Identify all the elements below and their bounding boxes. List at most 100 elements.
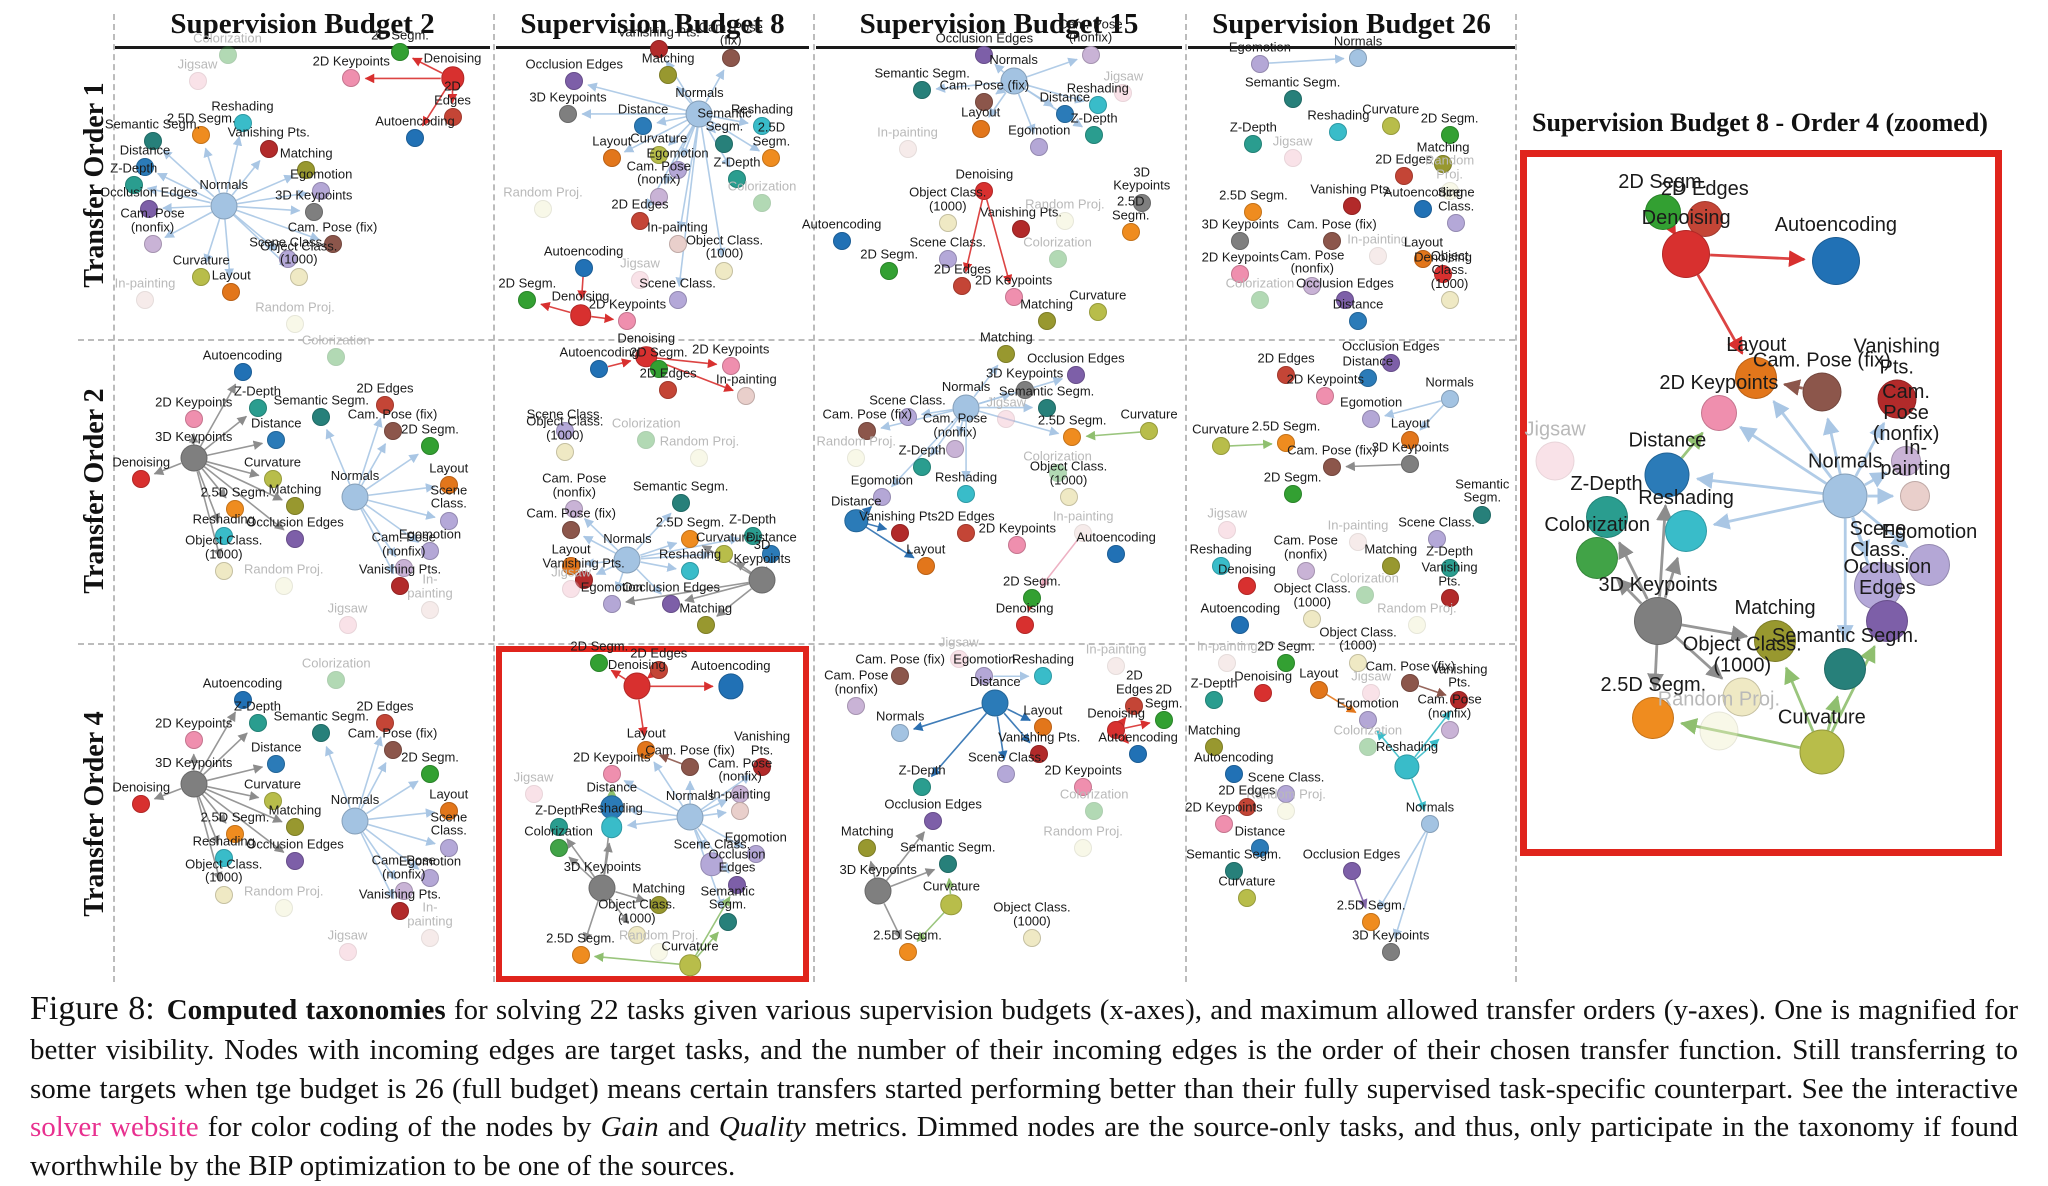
- task-label: Layout: [1726, 334, 1787, 357]
- task-node: [439, 511, 458, 530]
- task-label: Egomotion: [850, 472, 913, 488]
- task-label: Occlusion Edges: [1341, 338, 1440, 354]
- task-node: [1277, 784, 1296, 803]
- task-node: [1358, 710, 1377, 729]
- task-label: 2D Keypoints: [312, 53, 390, 69]
- task-label: Semantic Segm.: [104, 115, 201, 131]
- task-node: [1427, 529, 1446, 548]
- solver-website-link[interactable]: solver website: [30, 1111, 199, 1144]
- task-node: [394, 559, 413, 578]
- task-label: Scene Class.: [249, 234, 326, 250]
- task-label: Cam. Pose (nonfix): [1417, 691, 1482, 721]
- task-node: [1074, 778, 1093, 797]
- task-node: [136, 158, 154, 177]
- task-node: [338, 942, 357, 961]
- task-node: [439, 801, 458, 820]
- task-node: [634, 116, 653, 135]
- task-node: [341, 807, 369, 835]
- task-label: 2.5D Segm.: [655, 514, 725, 530]
- task-label: Random Proj.: [255, 299, 335, 315]
- task-label: Cam. Pose (fix): [1287, 442, 1377, 458]
- task-node: [952, 394, 980, 422]
- column-header-budget-26: Supervision Budget 26: [1188, 8, 1515, 49]
- task-node: [214, 885, 233, 904]
- task-node: [406, 128, 424, 147]
- task-label: Random Proj.: [244, 561, 324, 577]
- task-label: Reshading: [658, 546, 722, 562]
- task-node: [439, 838, 458, 857]
- task-node: [192, 125, 211, 144]
- task-node: [1081, 45, 1100, 64]
- task-label: 3D Keypoints: [1598, 573, 1718, 596]
- task-label: Autoencoding: [1774, 213, 1898, 236]
- task-label: Random Proj.: [1657, 688, 1781, 711]
- column-header-budget-15: Supervision Budget 15: [816, 8, 1182, 49]
- task-node: [562, 520, 581, 539]
- task-node: [981, 689, 1009, 717]
- task-node: [1335, 291, 1354, 310]
- task-node: [590, 359, 609, 378]
- task-node: [443, 107, 462, 126]
- task-node: [1473, 505, 1492, 524]
- task-node: [1140, 422, 1159, 441]
- task-node: [1055, 211, 1074, 230]
- task-node: [1283, 484, 1302, 503]
- task-label: 2D Keypoints: [155, 394, 233, 410]
- task-node: [685, 100, 713, 128]
- task-node: [184, 410, 203, 429]
- task-node: [1368, 247, 1387, 266]
- task-label: Object Class. (1000): [685, 232, 764, 262]
- task-node: [662, 595, 681, 614]
- task-node: [1434, 264, 1453, 283]
- task-node: [1037, 312, 1056, 331]
- task-label: Vanishing Pts.: [1310, 181, 1393, 197]
- task-label: Jigsaw: [327, 927, 368, 943]
- task-label: Matching: [679, 600, 733, 616]
- task-node: [1420, 815, 1439, 834]
- task-node: [1322, 458, 1341, 477]
- task-node: [1250, 291, 1269, 310]
- task-label: Occlusion Edges: [1027, 350, 1125, 366]
- task-node: [1349, 532, 1368, 551]
- task-label: Cam. Pose (nonfix): [1280, 247, 1345, 276]
- task-label: 2D Segm.: [498, 275, 557, 291]
- task-label: Scene Class.: [526, 406, 604, 422]
- task-node: [1811, 236, 1860, 285]
- taxonomy-panel-zoomed-budget8-order4: 2D Segm. 2D Edges Denoising Autoencoding Lay…: [1520, 150, 2002, 856]
- task-node: [210, 192, 238, 220]
- task-label: 2.5D Segm.: [166, 110, 236, 126]
- task-node: [1277, 434, 1296, 453]
- task-label: Matching: [1734, 597, 1816, 620]
- task-node: [1250, 54, 1269, 73]
- task-label: Cam. Pose (fix): [645, 742, 735, 758]
- task-label: Normals: [330, 791, 380, 807]
- task-label: Cam. Pose (fix): [1287, 216, 1377, 232]
- task-node: [1358, 737, 1377, 756]
- task-label: Object Class. (1000): [598, 896, 676, 926]
- task-label: 2D Segm.: [860, 246, 919, 262]
- task-label: Curvature: [922, 878, 980, 894]
- taxonomy-panel-budget8-order2: Denoising Autoencoding 2D Segm. 2D Keypoint…: [496, 331, 809, 640]
- task-label: In-painting: [407, 571, 453, 601]
- task-node: [383, 422, 402, 441]
- caption-body-2: for color coding of the nodes by: [198, 1111, 601, 1144]
- task-node: [1735, 357, 1778, 400]
- task-label: Random Proj.: [244, 883, 324, 899]
- task-node: [1085, 801, 1104, 820]
- task-label: Object Class. (1000): [993, 900, 1071, 929]
- task-label: In-painting: [1052, 508, 1114, 524]
- task-node: [1254, 684, 1273, 703]
- task-label: Autoencoding: [543, 243, 624, 259]
- task-node: [1632, 696, 1675, 739]
- task-node: [847, 697, 866, 716]
- task-label: 2D Segm.: [1618, 171, 1708, 194]
- taxonomy-panel-budget8-order1: Vanishing Pts. Cam. Pose (fix) Occlusion E…: [496, 20, 809, 333]
- task-node: [1218, 520, 1237, 539]
- task-node: [214, 848, 233, 867]
- task-label: 2D Edges: [1660, 178, 1749, 201]
- task-label: Semantic Segm.: [900, 839, 996, 855]
- task-node: [728, 170, 746, 189]
- task-label: Curvature: [1777, 706, 1866, 729]
- task-label: Jigsaw: [1524, 418, 1586, 441]
- task-node: [1237, 889, 1256, 907]
